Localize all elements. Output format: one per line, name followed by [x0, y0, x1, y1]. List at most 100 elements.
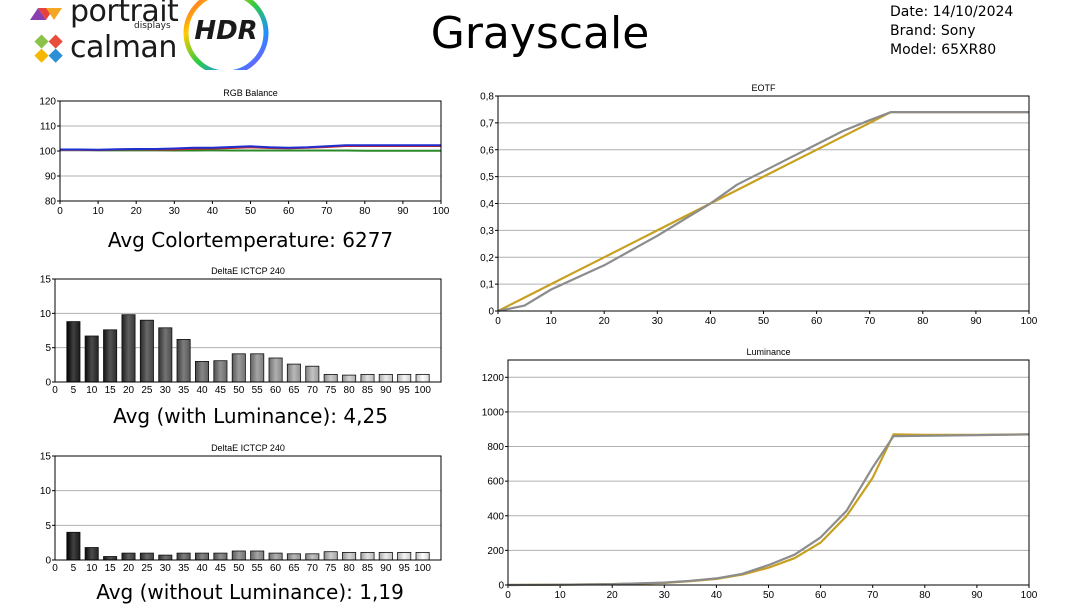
eotf-series-line-0	[497, 110, 1029, 312]
de2-bar	[213, 552, 228, 561]
de2-bar	[176, 552, 191, 561]
de2-x-tick-label: 80	[344, 563, 356, 574]
de2-x-tick-label: 55	[252, 563, 264, 574]
de1-x-tick-label: 10	[86, 385, 98, 396]
eotf-x-tick-label: 60	[811, 316, 823, 327]
de2-x-tick-label: 40	[196, 563, 208, 574]
lum-y-tick-label: 1200	[482, 373, 505, 384]
rgb-x-tick-label: 30	[169, 206, 181, 217]
de1-bar	[103, 329, 118, 383]
de2-bar	[158, 554, 173, 561]
rgb-x-tick-label: 70	[321, 206, 333, 217]
de2-x-tick-label: 25	[141, 563, 153, 574]
de2-bar	[415, 552, 430, 561]
de1-y-tick-label: 10	[40, 309, 52, 320]
de1-x-tick-label: 40	[196, 385, 208, 396]
hdr-badge-ring	[183, 0, 269, 70]
de1-bar	[305, 365, 320, 383]
de1-x-tick-label: 5	[71, 385, 77, 396]
de2-x-tick-label: 65	[288, 563, 300, 574]
eotf-x-tick-label: 40	[705, 316, 717, 327]
de1-bar	[194, 360, 209, 383]
eotf-y-tick-label: 0,4	[480, 199, 494, 210]
eotf-y-tick-label: 0,1	[480, 280, 494, 291]
de1-x-tick-label: 70	[307, 385, 319, 396]
lum-y-tick-label: 0	[498, 581, 504, 592]
de1-bar	[176, 338, 191, 383]
de1-x-tick-label: 20	[123, 385, 135, 396]
lum-y-tick-label: 400	[487, 511, 504, 522]
rgb-y-tick-label: 100	[39, 147, 56, 158]
de2-bar	[194, 552, 209, 561]
page-title: Grayscale	[430, 8, 650, 59]
de2-bar	[231, 550, 246, 561]
de1-bar	[250, 353, 265, 383]
de2-plot-frame	[54, 455, 442, 561]
de1-x-tick-label: 0	[52, 385, 58, 396]
lum-x-tick-label: 70	[867, 590, 879, 600]
lum-y-tick-label: 200	[487, 546, 504, 557]
de1-bar	[286, 363, 301, 383]
de1-bar	[158, 327, 173, 383]
de2-x-tick-label: 15	[105, 563, 117, 574]
report-brand: Brand: Sony	[890, 23, 976, 39]
rgb-x-tick-label: 40	[207, 206, 219, 217]
de2-bar	[103, 556, 118, 561]
de2-bar	[305, 553, 320, 561]
de2-bar	[378, 552, 393, 561]
lum-plot-frame	[507, 359, 1030, 586]
de2-bar	[397, 552, 412, 561]
eotf-y-tick-label: 0,8	[480, 92, 494, 103]
de2-y-tick-label: 10	[40, 486, 52, 497]
rgb-y-tick-label: 80	[45, 197, 57, 208]
hdr-badge-text: HDR	[194, 16, 258, 46]
lum-x-tick-label: 40	[711, 590, 723, 600]
logo-area: portrait displays calman HDR	[0, 0, 280, 70]
de1-x-tick-label: 95	[399, 385, 411, 396]
de1-bar	[84, 335, 99, 383]
logo-graphics	[30, 0, 269, 70]
lum-y-tick-label: 600	[487, 477, 504, 488]
lum-series-line-0	[507, 433, 1030, 587]
rgb-x-tick-label: 100	[433, 206, 450, 217]
rgb-x-tick-label: 20	[131, 206, 143, 217]
report-date: Date: 14/10/2024	[890, 4, 1014, 20]
eotf-chart-title: EOTF	[752, 83, 777, 93]
de1-bar	[342, 374, 357, 383]
rgb-plot-frame	[59, 100, 442, 202]
de1-bar	[268, 357, 283, 383]
eotf-y-tick-label: 0,6	[480, 145, 494, 156]
de1-x-tick-label: 35	[178, 385, 190, 396]
eotf-plot-frame	[497, 95, 1030, 312]
lum-x-tick-label: 50	[763, 590, 775, 600]
eotf-x-tick-label: 80	[917, 316, 929, 327]
lum-x-tick-label: 10	[555, 590, 567, 600]
de2-x-tick-label: 100	[414, 563, 431, 574]
de2-x-tick-label: 35	[178, 563, 190, 574]
rgb-series-line-2	[60, 144, 441, 151]
eotf-x-tick-label: 30	[652, 316, 664, 327]
de1-plot-frame	[54, 278, 442, 383]
de2-bar	[268, 552, 283, 561]
de1-bar	[231, 353, 246, 383]
de2-bar	[360, 552, 375, 561]
de1-x-tick-label: 65	[288, 385, 300, 396]
lum-x-tick-label: 0	[505, 590, 511, 600]
rgb-x-tick-label: 10	[93, 206, 105, 217]
lum-x-tick-label: 90	[971, 590, 983, 600]
eotf-x-tick-label: 100	[1021, 316, 1038, 327]
caption-avg-without-luminance: Avg (without Luminance): 1,19	[96, 580, 404, 604]
eotf-x-tick-label: 70	[864, 316, 876, 327]
logo-calman-text: calman	[70, 30, 177, 65]
lum-x-tick-label: 100	[1021, 590, 1038, 600]
lum-y-tick-label: 1000	[482, 407, 505, 418]
lum-x-tick-label: 80	[919, 590, 931, 600]
de2-chart-title: DeltaE ICTCP 240	[211, 443, 285, 453]
rgb-x-tick-label: 60	[283, 206, 295, 217]
de2-bar	[84, 547, 99, 561]
de1-x-tick-label: 90	[380, 385, 392, 396]
de1-x-tick-label: 30	[160, 385, 172, 396]
de1-x-tick-label: 55	[252, 385, 264, 396]
de1-x-tick-label: 60	[270, 385, 282, 396]
de2-x-tick-label: 50	[233, 563, 245, 574]
